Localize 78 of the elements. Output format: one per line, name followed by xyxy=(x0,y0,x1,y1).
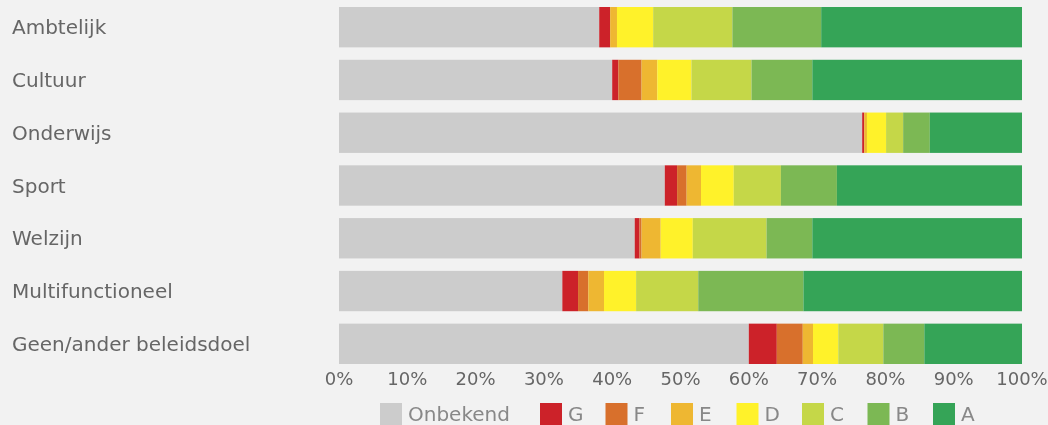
legend-label: Onbekend xyxy=(408,402,510,425)
bar xyxy=(733,165,781,206)
bar xyxy=(838,323,884,364)
x-tick-label: 70% xyxy=(797,368,838,389)
bar xyxy=(929,112,1022,153)
bar xyxy=(664,165,678,206)
bar xyxy=(766,218,813,259)
bar xyxy=(802,323,813,364)
bar xyxy=(780,165,837,206)
bar xyxy=(732,7,822,48)
bar xyxy=(813,323,839,364)
bar xyxy=(604,270,637,312)
bar xyxy=(803,270,1022,312)
bar xyxy=(578,270,589,312)
bar xyxy=(641,59,658,101)
y-tick-label: Ambtelijk xyxy=(12,15,107,40)
bar xyxy=(339,112,863,153)
x-tick-label: 10% xyxy=(387,368,428,389)
bar xyxy=(562,270,579,312)
bar xyxy=(866,112,887,153)
bar xyxy=(883,323,925,364)
legend-label: D xyxy=(764,402,780,425)
bar xyxy=(748,323,777,364)
bar xyxy=(677,165,687,206)
legend-label: G xyxy=(568,402,584,425)
bar xyxy=(610,7,617,48)
bar xyxy=(751,59,813,101)
x-tick-label: 60% xyxy=(728,368,769,389)
bar xyxy=(653,7,733,48)
bar xyxy=(339,165,665,206)
x-tick-label: 40% xyxy=(592,368,633,389)
legend-label: F xyxy=(633,402,646,425)
x-tick-label: 90% xyxy=(933,368,974,389)
bar xyxy=(339,323,749,364)
bar xyxy=(588,270,604,312)
x-tick-label: 20% xyxy=(455,368,496,389)
bar xyxy=(660,218,693,259)
x-tick-label: 80% xyxy=(865,368,906,389)
bar xyxy=(616,7,654,48)
bar xyxy=(641,218,661,259)
bar xyxy=(691,59,752,101)
bar xyxy=(686,165,701,206)
bar xyxy=(698,270,804,312)
bar xyxy=(924,323,1022,364)
bar xyxy=(812,218,1022,259)
bar xyxy=(903,112,930,153)
bar xyxy=(612,59,619,101)
bar xyxy=(657,59,692,101)
bar xyxy=(636,270,699,312)
bar xyxy=(599,7,611,48)
y-tick-label: Multifunctioneel xyxy=(12,279,173,304)
bar xyxy=(700,165,734,206)
bar xyxy=(339,218,635,259)
bar xyxy=(886,112,904,153)
legend-label: C xyxy=(830,402,844,425)
legend-label: A xyxy=(961,402,975,425)
bar xyxy=(634,218,640,259)
bar xyxy=(812,59,1022,101)
y-tick-label: Cultuur xyxy=(12,67,87,92)
bar xyxy=(821,7,1022,48)
x-tick-label: 0% xyxy=(324,368,354,389)
bar xyxy=(618,59,642,101)
x-tick-label: 100% xyxy=(996,368,1048,389)
bar xyxy=(339,59,613,101)
y-tick-label: Geen/ander beleidsdoel xyxy=(12,331,251,356)
y-tick-label: Welzijn xyxy=(12,226,83,251)
bar xyxy=(692,218,767,259)
x-tick-label: 30% xyxy=(523,368,564,389)
x-tick-label: 50% xyxy=(660,368,701,389)
bar xyxy=(339,7,600,48)
y-tick-label: Sport xyxy=(12,173,66,198)
bar xyxy=(776,323,803,364)
bar xyxy=(836,165,1022,206)
bar xyxy=(339,270,563,312)
legend-label: E xyxy=(699,402,712,425)
legend-label: B xyxy=(895,402,910,425)
y-tick-label: Onderwijs xyxy=(12,120,112,145)
bar xyxy=(639,218,642,259)
